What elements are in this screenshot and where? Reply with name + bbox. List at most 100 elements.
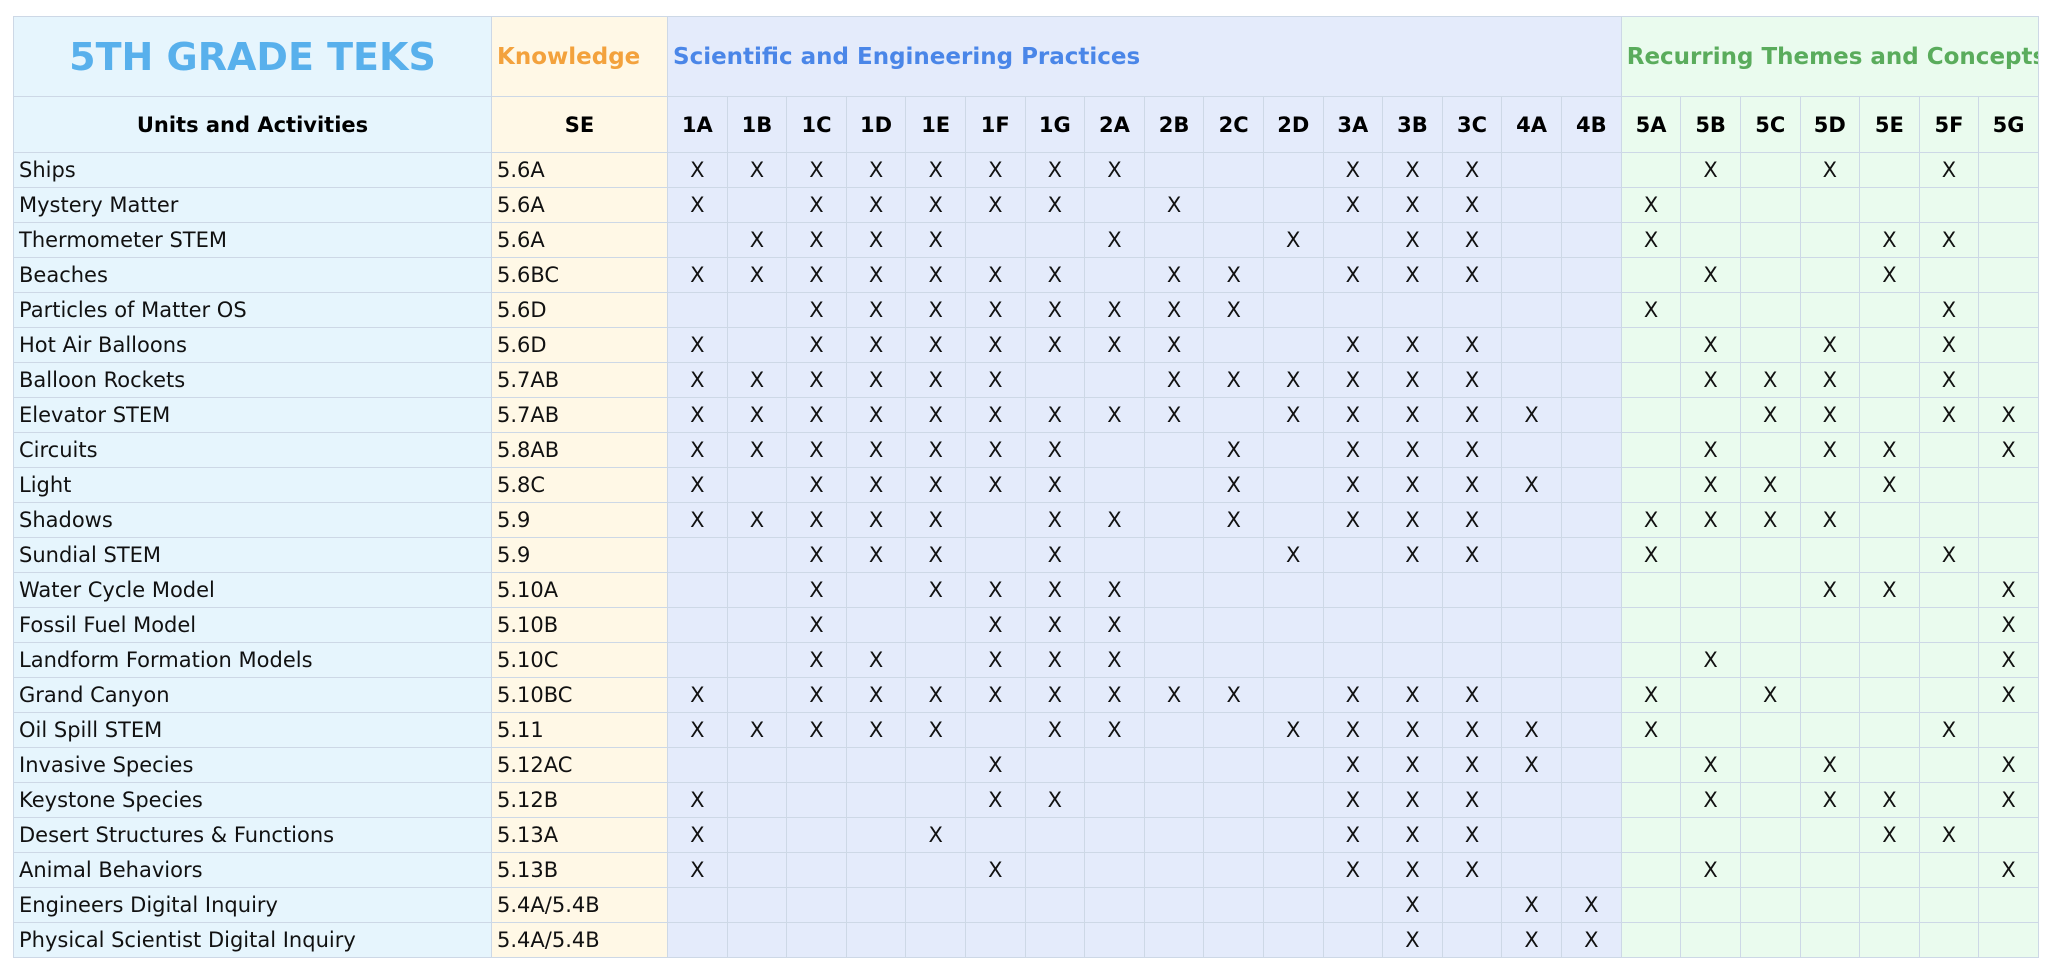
check-cell: X	[1739, 502, 1801, 538]
check-cell	[1262, 572, 1324, 608]
table-row: Keystone Species 5.12B X X X X X X X X X X	[13, 782, 2039, 818]
check-cell: X	[1024, 677, 1086, 713]
check-cell	[1859, 292, 1920, 328]
check-cell	[1560, 432, 1622, 468]
check-cell	[1143, 222, 1205, 258]
check-cell: X	[1620, 537, 1682, 573]
table-row: Mystery Matter 5.6A X X X X X X X X X X X	[13, 187, 2039, 223]
check-cell: X	[845, 397, 907, 433]
check-cell: X	[1084, 502, 1145, 538]
check-cell	[1203, 922, 1264, 958]
check-cell	[845, 782, 907, 818]
check-cell	[1918, 257, 1980, 293]
check-cell	[1203, 152, 1264, 188]
check-cell: X	[1203, 257, 1264, 293]
check-cell	[1799, 187, 1861, 223]
check-cell: X	[726, 222, 788, 258]
check-cell: X	[1501, 747, 1562, 783]
check-cell	[1799, 607, 1861, 643]
check-cell	[1799, 642, 1861, 678]
check-cell	[1322, 887, 1384, 923]
table-row: Engineers Digital Inquiry 5.4A/5.4B X X X	[13, 887, 2039, 923]
check-cell	[1262, 432, 1324, 468]
check-cell: X	[1024, 187, 1086, 223]
check-cell	[1501, 292, 1562, 328]
check-cell: X	[1024, 432, 1086, 468]
check-cell: X	[786, 537, 847, 573]
check-cell	[1799, 677, 1861, 713]
se-code: 5.10BC	[491, 677, 668, 713]
check-cell: X	[1560, 887, 1622, 923]
check-cell	[1024, 362, 1086, 398]
check-cell: X	[1084, 327, 1145, 363]
check-cell: X	[1978, 852, 2039, 888]
check-cell: X	[1978, 642, 2039, 678]
check-cell: X	[726, 712, 788, 748]
check-cell	[1501, 502, 1562, 538]
se-code: 5.7AB	[491, 362, 668, 398]
check-cell	[1441, 642, 1503, 678]
check-cell: X	[786, 187, 847, 223]
check-cell	[1262, 782, 1324, 818]
check-cell	[845, 607, 907, 643]
check-cell	[1143, 922, 1205, 958]
unit-name: Animal Behaviors	[13, 852, 492, 888]
check-cell	[1680, 677, 1741, 713]
check-cell	[1262, 607, 1324, 643]
check-cell: X	[1441, 257, 1503, 293]
column-header: 5C	[1739, 96, 1801, 153]
check-cell	[667, 922, 728, 958]
check-cell: X	[1143, 187, 1205, 223]
check-cell	[1203, 397, 1264, 433]
column-header: 1C	[786, 96, 847, 153]
check-cell: X	[1799, 782, 1861, 818]
check-cell: X	[667, 467, 728, 503]
check-cell: X	[1322, 187, 1384, 223]
check-cell: X	[1084, 397, 1145, 433]
check-cell	[1560, 152, 1622, 188]
check-cell: X	[1382, 432, 1443, 468]
check-cell	[1382, 607, 1443, 643]
check-cell: X	[905, 572, 966, 608]
check-cell	[1501, 817, 1562, 853]
check-cell	[964, 502, 1026, 538]
check-cell	[1203, 572, 1264, 608]
check-cell: X	[1441, 362, 1503, 398]
unit-name: Physical Scientist Digital Inquiry	[13, 922, 492, 958]
check-cell: X	[964, 642, 1026, 678]
unit-name: Light	[13, 467, 492, 503]
check-cell: X	[1322, 432, 1384, 468]
check-cell: X	[726, 257, 788, 293]
check-cell	[1978, 222, 2039, 258]
check-cell: X	[1024, 327, 1086, 363]
check-cell: X	[1382, 397, 1443, 433]
column-header: 5G	[1978, 96, 2039, 153]
check-cell	[1680, 712, 1741, 748]
check-cell	[726, 782, 788, 818]
unit-name: Grand Canyon	[13, 677, 492, 713]
check-cell: X	[905, 292, 966, 328]
check-cell	[1322, 292, 1384, 328]
check-cell	[1382, 292, 1443, 328]
check-cell: X	[1501, 712, 1562, 748]
check-cell	[1262, 187, 1324, 223]
group-header-row: 5TH GRADE TEKS Knowledge Scientific and …	[13, 16, 2039, 97]
table-row: Beaches 5.6BC X X X X X X X X X X X X X X	[13, 257, 2039, 293]
check-cell	[1560, 222, 1622, 258]
check-cell: X	[1680, 467, 1741, 503]
check-cell	[1918, 852, 1980, 888]
check-cell	[1262, 817, 1324, 853]
check-cell	[1501, 642, 1562, 678]
check-cell	[726, 467, 788, 503]
check-cell: X	[1859, 572, 1920, 608]
se-code: 5.6A	[491, 222, 668, 258]
check-cell	[1739, 187, 1801, 223]
check-cell	[1203, 852, 1264, 888]
check-cell: X	[1382, 887, 1443, 923]
unit-name: Elevator STEM	[13, 397, 492, 433]
check-cell: X	[1382, 152, 1443, 188]
check-cell	[1799, 467, 1861, 503]
check-cell	[1859, 537, 1920, 573]
se-code: 5.7AB	[491, 397, 668, 433]
